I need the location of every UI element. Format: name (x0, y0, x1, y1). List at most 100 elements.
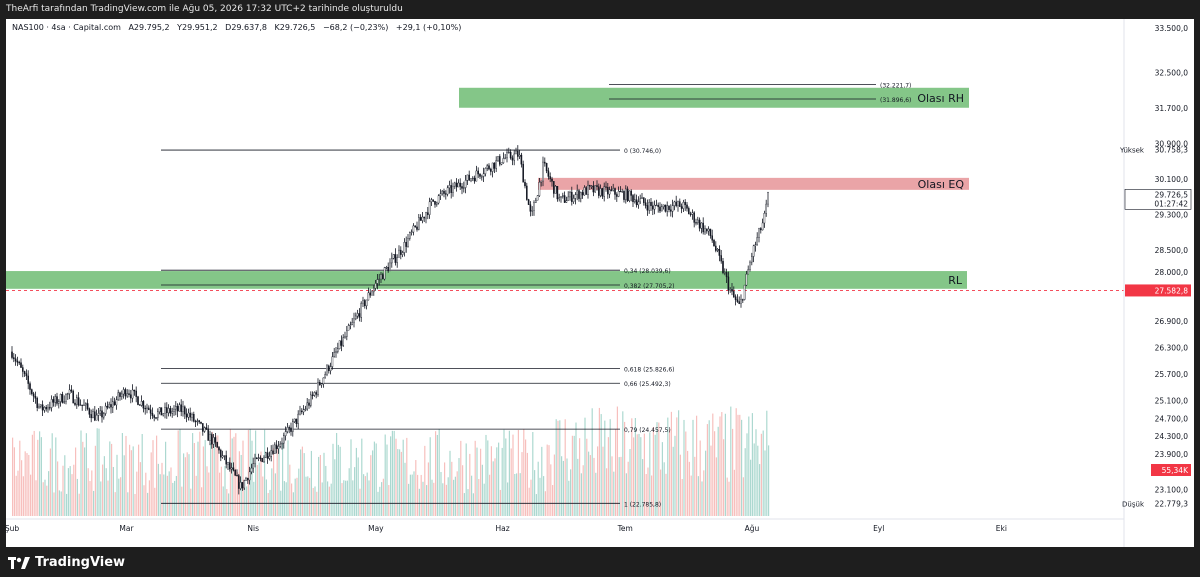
volume-bar (375, 443, 377, 516)
tradingview-logo[interactable]: TradingView (8, 555, 125, 570)
volume-bar (552, 485, 554, 516)
candle-body (680, 206, 683, 209)
volume-bar (616, 406, 618, 516)
candle-body (11, 351, 13, 358)
candle-body (347, 325, 350, 331)
candle-body (328, 365, 330, 372)
volume-bar (204, 439, 206, 516)
volume-bar (143, 485, 145, 516)
legend-high: Y29.951,2 (177, 23, 218, 32)
candle-body (237, 475, 240, 489)
volume-bar (453, 479, 455, 516)
volume-bar (195, 475, 197, 516)
candle-body (430, 199, 433, 203)
volume-bar (303, 453, 305, 516)
candle-body (349, 324, 352, 326)
volume-bar (273, 448, 275, 516)
candle-body (101, 410, 103, 418)
volume-bar (618, 457, 620, 516)
candle-body (637, 201, 640, 206)
candle-body (93, 411, 96, 421)
volume-bar (328, 486, 330, 516)
candle-body (182, 406, 184, 412)
volume-bar (588, 451, 590, 516)
volume-bar (526, 452, 528, 516)
volume-bar (744, 448, 746, 516)
candle-body (707, 228, 710, 232)
candle-body (58, 401, 60, 404)
volume-bar (537, 461, 539, 516)
candle-body (297, 413, 300, 424)
volume-bar (134, 493, 136, 516)
volume-bar (409, 474, 411, 516)
volume-bar (611, 456, 613, 516)
volume-bar (141, 434, 143, 516)
candle-body (306, 402, 309, 410)
candle-body (493, 162, 496, 169)
candle-body (20, 362, 22, 368)
volume-bar (420, 474, 422, 516)
volume-bar (712, 413, 714, 516)
logo-text: TradingView (35, 555, 126, 570)
candle-body (697, 219, 699, 223)
candle-body (90, 414, 92, 419)
candle-body (605, 186, 607, 188)
volume-bar (152, 440, 154, 516)
volume-bar (418, 488, 420, 516)
volume-bar (674, 435, 676, 516)
candle-body (162, 413, 165, 416)
candle-body (315, 392, 318, 395)
volume-bar (165, 441, 167, 516)
volume-bar (661, 442, 663, 516)
candle-body (401, 252, 404, 255)
volume-bar (620, 456, 622, 516)
volume-bar (636, 434, 638, 516)
last-price-value: 29.726,5 (1155, 190, 1189, 199)
volume-bar (395, 438, 397, 516)
candle-body (625, 188, 627, 200)
volume-bar (386, 444, 388, 516)
volume-bar (474, 440, 476, 516)
candle-body (245, 478, 247, 481)
candle-body (499, 156, 501, 165)
volume-bar (413, 471, 415, 516)
volume-bar (483, 483, 485, 516)
volume-bar (553, 454, 555, 516)
candle-body (709, 228, 712, 236)
extension-label: (32.221,7) (880, 83, 911, 90)
candle-body (360, 302, 363, 318)
volume-bar (318, 456, 320, 516)
chart-panel[interactable]: Olası RH Olası EQ RL 0 (30.746,0) 0,34 (28.… (6, 19, 1194, 547)
candle-body (171, 411, 174, 414)
candle-body (452, 185, 454, 193)
volume-bar (411, 474, 413, 516)
volume-bar (343, 480, 345, 516)
volume-bar (136, 471, 138, 516)
volume-bar (84, 447, 86, 516)
candle-body (266, 452, 269, 459)
candle-body (562, 195, 564, 197)
candle-body (531, 210, 533, 212)
time-tick-label: Eki (996, 524, 1007, 533)
candle-body (183, 406, 186, 415)
candle-body (151, 413, 154, 416)
volume-bar (490, 446, 492, 516)
volume-bar (714, 431, 716, 516)
candle-body (736, 299, 739, 302)
volume-bar (564, 419, 566, 516)
candle-body (643, 197, 645, 203)
candle-body (272, 450, 274, 454)
candle-body (174, 406, 177, 410)
candle-body (484, 168, 487, 174)
volume-bar (669, 429, 671, 516)
candle-body (533, 202, 535, 211)
volume-bar (291, 483, 293, 516)
candle-body (725, 272, 728, 278)
price-chart[interactable]: Olası RH Olası EQ RL 0 (30.746,0) 0,34 (28.… (6, 19, 1194, 547)
candle-body (623, 191, 625, 200)
volume-bar (148, 480, 150, 516)
volume-bar (631, 418, 633, 516)
volume-bar (440, 472, 442, 516)
candle-body (23, 371, 26, 374)
volume-bar (258, 462, 260, 516)
